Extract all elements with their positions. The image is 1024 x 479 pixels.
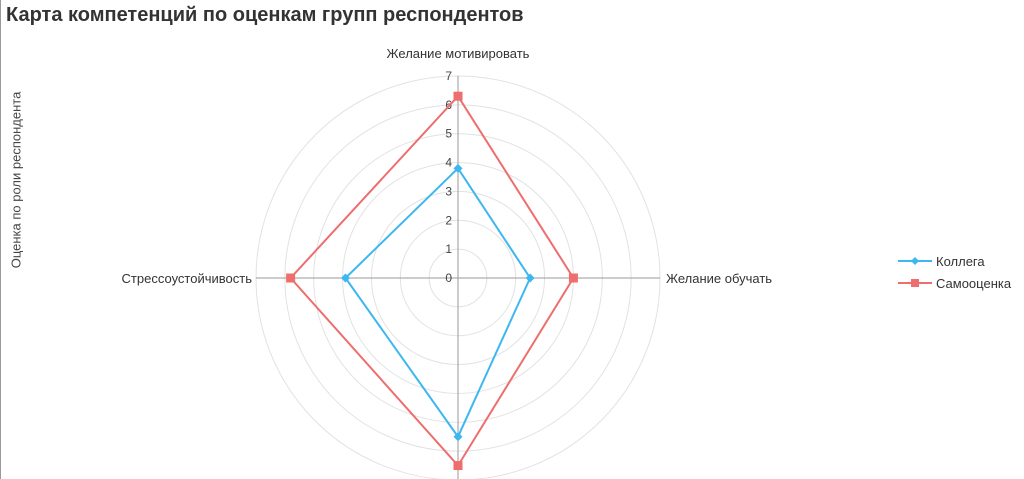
data-point bbox=[568, 273, 578, 283]
data-point bbox=[453, 91, 463, 101]
legend-label: Самооценка bbox=[936, 275, 1012, 291]
legend-item-colleague[interactable]: Коллега bbox=[896, 250, 1011, 272]
square-marker-icon bbox=[898, 279, 932, 287]
data-point bbox=[453, 461, 463, 471]
tick-label: 3 bbox=[445, 184, 452, 198]
legend-label: Коллега bbox=[936, 253, 985, 269]
tick-label: 2 bbox=[445, 213, 452, 227]
legend: Коллега Самооценка bbox=[896, 250, 1011, 294]
tick-label: 4 bbox=[445, 156, 452, 170]
diamond-marker-icon bbox=[898, 257, 932, 265]
chart-title: Карта компетенций по оценкам групп респо… bbox=[6, 4, 524, 26]
series-line-colleague bbox=[344, 166, 532, 439]
axis-category-label: Желание мотивировать bbox=[387, 46, 530, 61]
tick-label: 7 bbox=[445, 69, 452, 83]
data-point bbox=[453, 432, 463, 442]
data-point bbox=[453, 163, 463, 173]
data-point bbox=[286, 273, 296, 283]
left-border bbox=[0, 0, 1, 479]
tick-label: 1 bbox=[445, 242, 452, 256]
data-point bbox=[340, 273, 350, 283]
legend-item-self[interactable]: Самооценка bbox=[896, 272, 1011, 294]
tick-label: 0 bbox=[445, 271, 452, 285]
axis-category-label: Желание обучать bbox=[666, 271, 772, 286]
data-point bbox=[525, 273, 535, 283]
tick-label: 5 bbox=[445, 127, 452, 141]
axis-category-label: Стрессоустойчивость bbox=[122, 271, 253, 286]
